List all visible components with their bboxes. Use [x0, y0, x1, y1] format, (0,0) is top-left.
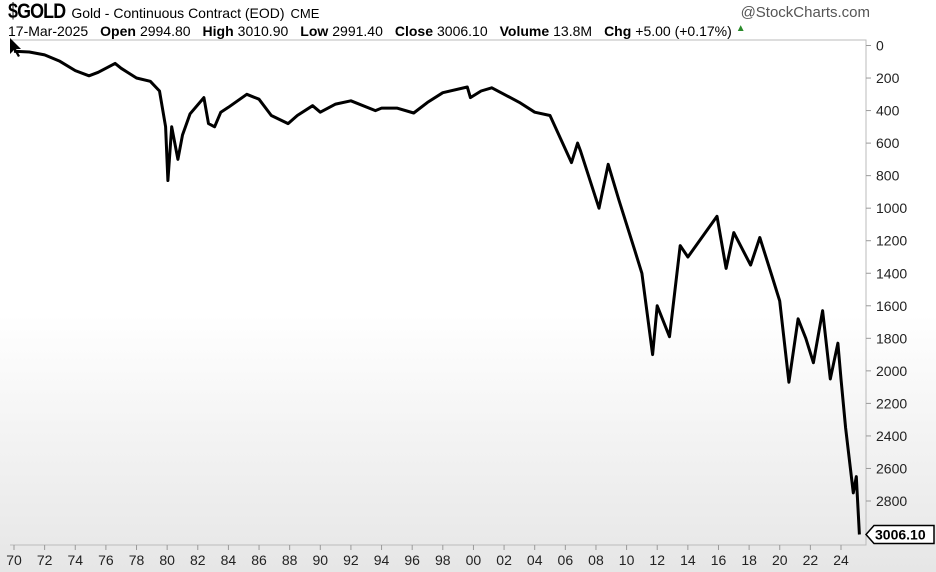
y-tick-label: 0: [876, 38, 884, 54]
y-tick-label: 2800: [876, 493, 907, 509]
chg-value: +5.00 (+0.17%): [635, 23, 732, 39]
x-tick-label: 96: [404, 552, 420, 568]
x-tick-label: 82: [190, 552, 206, 568]
x-tick-label: 78: [129, 552, 145, 568]
open-value: 2994.80: [139, 23, 191, 39]
open-label: Open: [100, 23, 136, 39]
x-tick-label: 80: [159, 552, 175, 568]
x-tick-label: 74: [67, 552, 83, 568]
description: Gold - Continuous Contract (EOD): [71, 5, 285, 21]
x-tick-label: 18: [741, 552, 757, 568]
x-tick-label: 04: [527, 552, 543, 568]
y-tick-label: 2200: [876, 395, 907, 411]
y-tick-label: 1000: [876, 200, 907, 216]
x-tick-label: 06: [558, 552, 574, 568]
y-tick-label: 1400: [876, 265, 907, 281]
low-label: Low: [300, 23, 329, 39]
low-value: 2991.40: [332, 23, 383, 39]
x-tick-label: 02: [496, 552, 512, 568]
x-tick-label: 92: [343, 552, 359, 568]
x-tick-label: 90: [313, 552, 329, 568]
mouse-cursor-icon: [10, 38, 21, 57]
y-tick-label: 1200: [876, 233, 907, 249]
symbol: $GOLD: [8, 0, 66, 23]
x-tick-label: 88: [282, 552, 298, 568]
x-tick-label: 84: [221, 552, 237, 568]
y-tick-label: 1600: [876, 298, 907, 314]
volume-label: Volume: [499, 23, 550, 39]
high-label: High: [202, 23, 234, 39]
x-tick-label: 24: [833, 552, 849, 568]
y-tick-label: 2400: [876, 428, 907, 444]
quote-bar: 17-Mar-2025 Open 2994.80 High 3010.90 Low 2…: [8, 23, 746, 39]
close-value: 3006.10: [437, 23, 488, 39]
last-value-tag: [864, 524, 935, 545]
x-tick-label: 08: [588, 552, 604, 568]
date: 17-Mar-2025: [8, 23, 89, 39]
x-tick-label: 00: [466, 552, 482, 568]
x-tick-label: 76: [98, 552, 114, 568]
x-tick-label: 94: [374, 552, 390, 568]
y-tick-label: 2000: [876, 363, 907, 379]
x-tick-label: 20: [772, 552, 788, 568]
y-tick-label: 1800: [876, 330, 907, 346]
y-tick-label: 600: [876, 135, 900, 151]
y-tick-label: 200: [876, 70, 900, 86]
x-tick-label: 14: [680, 552, 696, 568]
x-tick-label: 70: [6, 552, 22, 568]
x-tick-label: 72: [37, 552, 53, 568]
triangle-up-icon: ▲: [735, 23, 746, 34]
last-value-label: 3006.10: [875, 527, 926, 543]
x-tick-label: 86: [251, 552, 267, 568]
y-tick-label: 2600: [876, 460, 907, 476]
price-line: [13, 49, 861, 535]
y-tick-label: 800: [876, 168, 900, 184]
brand-logo: @StockCharts.com: [740, 4, 870, 21]
chg-label: Chg: [604, 23, 632, 39]
x-tick-label: 22: [803, 552, 819, 568]
x-tick-label: 16: [711, 552, 727, 568]
x-tick-label: 12: [649, 552, 665, 568]
chart-title: $GOLD Gold - Continuous Contract (EOD) C…: [8, 0, 319, 24]
exchange: CME: [290, 6, 320, 21]
plot-frame: [10, 39, 867, 546]
y-tick-label: 400: [876, 103, 900, 119]
x-tick-label: 10: [619, 552, 635, 568]
x-tick-label: 98: [435, 552, 451, 568]
close-label: Close: [394, 23, 433, 39]
volume-value: 13.8M: [553, 23, 593, 39]
high-value: 3010.90: [237, 23, 289, 39]
